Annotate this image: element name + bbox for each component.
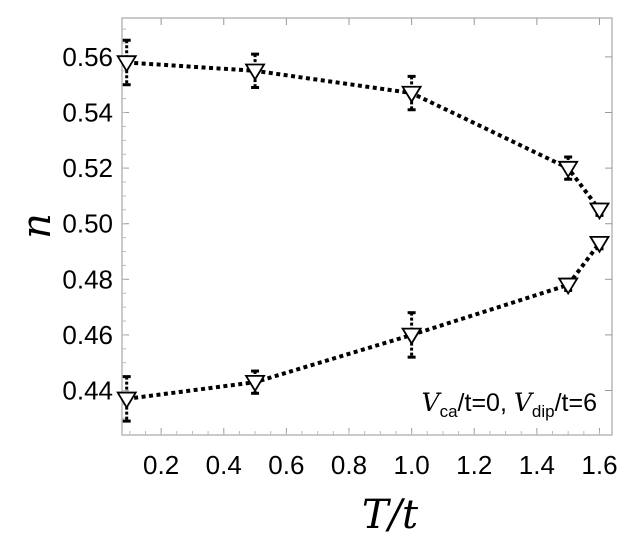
annotation: Vca/t=0, Vdip/t=6 bbox=[422, 388, 597, 421]
plot-frame bbox=[121, 17, 613, 436]
y-tick-label: 0.44 bbox=[62, 376, 113, 406]
x-tick-label: 0.6 bbox=[268, 450, 304, 480]
y-tick-label: 0.50 bbox=[62, 209, 113, 239]
x-tick-label: 1.2 bbox=[456, 450, 492, 480]
x-tick-label: 0.8 bbox=[331, 450, 367, 480]
data-point bbox=[401, 327, 423, 346]
x-tick-label: 1.4 bbox=[519, 450, 555, 480]
data-point bbox=[588, 235, 611, 254]
x-tick-label: 0.4 bbox=[206, 450, 242, 480]
data-point bbox=[244, 63, 266, 82]
y-tick-label: 0.46 bbox=[62, 320, 113, 350]
data-point bbox=[557, 160, 579, 179]
y-tick-label: 0.52 bbox=[62, 153, 113, 183]
series-1 bbox=[116, 235, 611, 423]
x-tick-label: 1.6 bbox=[581, 450, 617, 480]
y-tick-label: 0.56 bbox=[62, 42, 113, 72]
data-point bbox=[401, 85, 423, 104]
x-axis-label: T/t bbox=[362, 492, 419, 538]
data-series bbox=[116, 38, 611, 423]
data-point bbox=[557, 277, 579, 296]
data-point bbox=[116, 55, 138, 73]
y-tick-label: 0.54 bbox=[62, 98, 113, 128]
axis-ticks: 0.2 0.4 0.6 0.8 1.0 1.2 1.4 1.6 0.44 0.46 0.48 0.50… bbox=[62, 18, 618, 480]
data-point bbox=[116, 391, 138, 410]
data-point bbox=[588, 202, 611, 221]
series-line bbox=[126, 241, 602, 401]
x-tick-label: 1.0 bbox=[394, 450, 430, 480]
series-line bbox=[126, 60, 602, 212]
y-axis-label: n bbox=[14, 213, 60, 239]
series-0 bbox=[116, 38, 611, 221]
y-tick-label: 0.48 bbox=[62, 264, 113, 294]
x-tick-label: 0.2 bbox=[143, 450, 179, 480]
data-point bbox=[244, 374, 266, 393]
